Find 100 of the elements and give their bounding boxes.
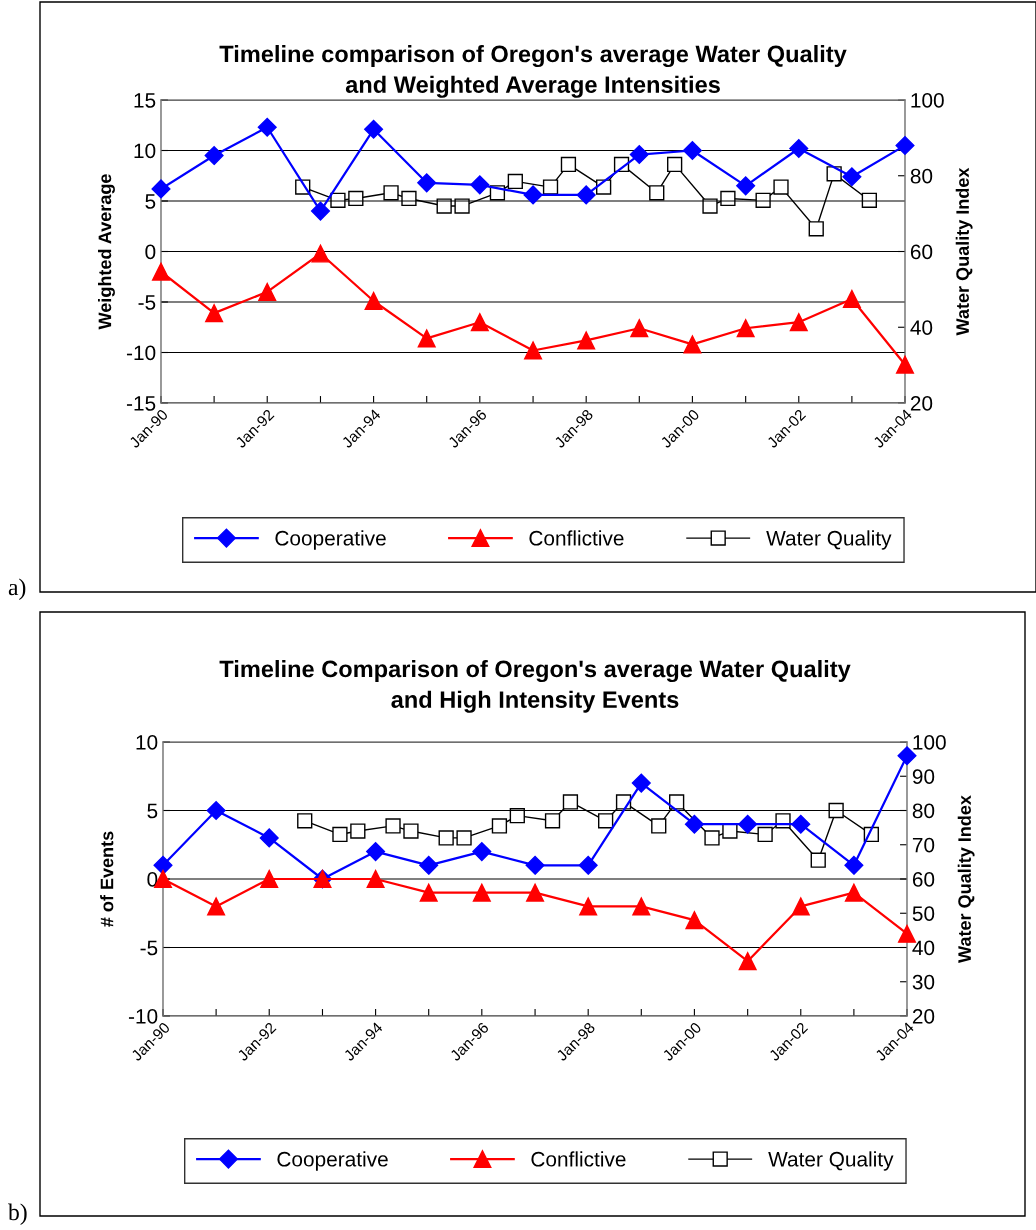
- point: [720, 190, 736, 207]
- point: [523, 185, 543, 205]
- point: [310, 201, 331, 221]
- point: [366, 842, 386, 862]
- point: [844, 855, 864, 875]
- point: [525, 855, 545, 875]
- y2-tick-label: 20: [912, 1009, 935, 1024]
- point: [507, 173, 523, 190]
- point: [419, 855, 439, 875]
- point: [808, 221, 824, 237]
- point: [667, 156, 683, 173]
- point: [578, 855, 598, 875]
- point: [722, 823, 738, 839]
- point: [649, 185, 665, 201]
- point: [631, 773, 651, 793]
- y2-tick-label: 80: [912, 803, 935, 819]
- y-tick-label: 15: [134, 93, 156, 108]
- y-tick-label: 0: [147, 872, 158, 887]
- point: [685, 911, 704, 930]
- y-tick-label: -5: [140, 940, 158, 956]
- point: [259, 828, 279, 848]
- point: [509, 807, 525, 824]
- point: [350, 823, 366, 839]
- y-tick-label: -10: [128, 1009, 158, 1024]
- point: [385, 818, 401, 834]
- point: [842, 167, 862, 187]
- legend-label: Conflictive: [529, 530, 624, 546]
- y2-tick-label: 40: [912, 940, 935, 956]
- point: [791, 814, 811, 834]
- point: [828, 802, 844, 819]
- point: [366, 869, 385, 889]
- point: [684, 814, 704, 834]
- y-tick-label: -15: [126, 396, 156, 411]
- point: [403, 823, 419, 839]
- point: [738, 814, 758, 834]
- y2-tick-label: 100: [913, 735, 946, 750]
- point: [364, 291, 383, 311]
- legend-label: Cooperative: [275, 530, 386, 550]
- text: a): [8, 578, 26, 600]
- point: [258, 282, 277, 301]
- chart-title: Timeline comparison of Oregon's average Water Quality and Weighted Average Intensities: [219, 45, 847, 98]
- legend-label: Water Quality: [766, 530, 892, 550]
- point: [755, 192, 771, 209]
- point: [257, 117, 277, 137]
- point: [472, 883, 491, 902]
- point: [562, 794, 579, 810]
- point: [598, 813, 614, 829]
- point: [419, 883, 438, 902]
- chart-title: Timeline Comparison of Oregon's average Water Quality and High Intensity Events: [219, 660, 851, 713]
- point: [491, 818, 508, 834]
- point: [630, 319, 649, 338]
- point: [311, 244, 330, 263]
- legend-label: Conflictive: [531, 1151, 626, 1167]
- point: [577, 331, 596, 350]
- legend-label: Water Quality: [768, 1151, 894, 1171]
- point: [736, 176, 756, 196]
- point: [151, 262, 171, 281]
- point: [791, 897, 810, 916]
- point: [454, 198, 470, 214]
- y2-tick-label: 60: [910, 244, 933, 260]
- point: [364, 119, 384, 139]
- point: [438, 830, 454, 846]
- y-tick-label: 5: [145, 194, 156, 209]
- point: [773, 179, 789, 195]
- point: [576, 185, 596, 205]
- point: [895, 135, 915, 155]
- y2-tick-label: 60: [912, 872, 935, 887]
- point: [544, 813, 561, 829]
- y-tick-label: 10: [136, 735, 158, 750]
- point: [810, 852, 826, 868]
- point: [704, 830, 720, 846]
- point: [736, 319, 755, 338]
- point: [456, 830, 472, 846]
- point: [524, 341, 543, 360]
- point: [470, 313, 489, 332]
- point: [436, 198, 452, 214]
- point: [789, 313, 808, 332]
- point: [632, 897, 651, 916]
- y-axis-title: Weighted Average: [98, 174, 115, 330]
- y2-tick-label: 20: [910, 396, 933, 411]
- point: [844, 883, 863, 902]
- point: [895, 355, 915, 374]
- point: [260, 869, 279, 889]
- point: [383, 185, 399, 201]
- y-axis-title: # of Events: [100, 831, 114, 927]
- y-tick-label: 5: [147, 803, 158, 819]
- y-tick-label: -5: [138, 295, 156, 310]
- y2-tick-label: 90: [912, 769, 935, 784]
- point: [683, 335, 702, 354]
- point: [542, 179, 559, 195]
- point: [297, 813, 313, 829]
- point: [207, 897, 226, 916]
- y-tick-label: 0: [145, 244, 156, 260]
- y2-tick-label: 50: [912, 906, 935, 921]
- point: [682, 140, 702, 161]
- y-tick-label: 10: [134, 143, 156, 159]
- point: [669, 794, 685, 810]
- point: [205, 304, 224, 323]
- point: [826, 166, 842, 182]
- point: [401, 190, 417, 207]
